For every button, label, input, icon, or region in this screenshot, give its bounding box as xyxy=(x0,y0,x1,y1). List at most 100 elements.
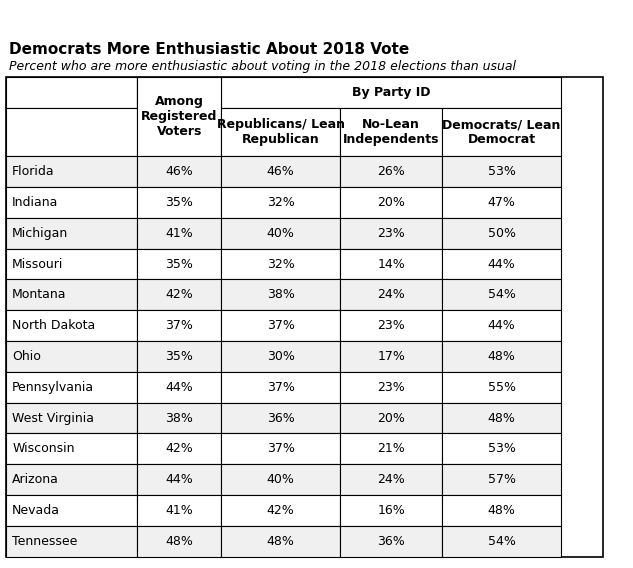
FancyBboxPatch shape xyxy=(221,249,341,279)
FancyBboxPatch shape xyxy=(442,187,561,218)
FancyBboxPatch shape xyxy=(442,156,561,187)
Text: 42%: 42% xyxy=(165,442,193,456)
Text: 44%: 44% xyxy=(488,319,515,332)
Text: 37%: 37% xyxy=(266,319,295,332)
Text: 42%: 42% xyxy=(165,289,193,301)
FancyBboxPatch shape xyxy=(221,187,341,218)
FancyBboxPatch shape xyxy=(6,218,137,249)
FancyBboxPatch shape xyxy=(442,372,561,403)
FancyBboxPatch shape xyxy=(341,372,442,403)
Text: West Virginia: West Virginia xyxy=(12,412,94,424)
Text: 23%: 23% xyxy=(377,227,405,240)
Text: 17%: 17% xyxy=(377,350,405,363)
Text: No-Lean
Independents: No-Lean Independents xyxy=(343,118,439,146)
Text: 30%: 30% xyxy=(266,350,295,363)
FancyBboxPatch shape xyxy=(442,249,561,279)
Text: 20%: 20% xyxy=(377,412,405,424)
FancyBboxPatch shape xyxy=(221,372,341,403)
Text: 48%: 48% xyxy=(487,350,515,363)
FancyBboxPatch shape xyxy=(6,156,137,187)
Text: 36%: 36% xyxy=(267,412,294,424)
FancyBboxPatch shape xyxy=(341,249,442,279)
FancyBboxPatch shape xyxy=(137,187,221,218)
Text: 37%: 37% xyxy=(266,442,295,456)
Text: 53%: 53% xyxy=(487,442,515,456)
Text: 44%: 44% xyxy=(488,257,515,270)
FancyBboxPatch shape xyxy=(442,526,561,557)
FancyBboxPatch shape xyxy=(6,341,137,372)
Text: Pennsylvania: Pennsylvania xyxy=(12,381,94,394)
Text: Among
Registered
Voters: Among Registered Voters xyxy=(141,95,217,138)
FancyBboxPatch shape xyxy=(442,108,561,156)
FancyBboxPatch shape xyxy=(6,464,137,495)
Text: 32%: 32% xyxy=(267,196,294,209)
FancyBboxPatch shape xyxy=(6,187,137,218)
FancyBboxPatch shape xyxy=(341,187,442,218)
Text: 26%: 26% xyxy=(377,165,405,178)
FancyBboxPatch shape xyxy=(442,310,561,341)
Text: Tennessee: Tennessee xyxy=(12,534,78,548)
FancyBboxPatch shape xyxy=(6,77,603,557)
FancyBboxPatch shape xyxy=(221,495,341,526)
FancyBboxPatch shape xyxy=(221,403,341,433)
Text: 35%: 35% xyxy=(165,196,193,209)
FancyBboxPatch shape xyxy=(442,218,561,249)
Text: 48%: 48% xyxy=(165,534,193,548)
FancyBboxPatch shape xyxy=(6,433,137,464)
FancyBboxPatch shape xyxy=(221,341,341,372)
FancyBboxPatch shape xyxy=(6,372,137,403)
FancyBboxPatch shape xyxy=(137,495,221,526)
Text: 37%: 37% xyxy=(165,319,193,332)
Text: 47%: 47% xyxy=(487,196,515,209)
Text: 38%: 38% xyxy=(266,289,295,301)
Text: Arizona: Arizona xyxy=(12,473,59,486)
Text: Percent who are more enthusiastic about voting in the 2018 elections than usual: Percent who are more enthusiastic about … xyxy=(9,60,516,73)
Text: 48%: 48% xyxy=(487,504,515,517)
FancyBboxPatch shape xyxy=(6,279,137,310)
Text: 57%: 57% xyxy=(487,473,516,486)
Text: 50%: 50% xyxy=(487,227,516,240)
Text: Democrats More Enthusiastic About 2018 Vote: Democrats More Enthusiastic About 2018 V… xyxy=(9,43,410,57)
Text: 46%: 46% xyxy=(165,165,193,178)
Text: Indiana: Indiana xyxy=(12,196,59,209)
FancyBboxPatch shape xyxy=(341,464,442,495)
FancyBboxPatch shape xyxy=(341,495,442,526)
FancyBboxPatch shape xyxy=(137,464,221,495)
Text: Missouri: Missouri xyxy=(12,257,63,270)
FancyBboxPatch shape xyxy=(6,310,137,341)
FancyBboxPatch shape xyxy=(137,77,221,156)
FancyBboxPatch shape xyxy=(221,156,341,187)
FancyBboxPatch shape xyxy=(6,526,137,557)
FancyBboxPatch shape xyxy=(341,403,442,433)
Text: 24%: 24% xyxy=(377,473,405,486)
FancyBboxPatch shape xyxy=(137,526,221,557)
Text: 44%: 44% xyxy=(165,381,193,394)
Text: 23%: 23% xyxy=(377,319,405,332)
Text: 35%: 35% xyxy=(165,257,193,270)
FancyBboxPatch shape xyxy=(442,495,561,526)
FancyBboxPatch shape xyxy=(442,464,561,495)
FancyBboxPatch shape xyxy=(442,403,561,433)
FancyBboxPatch shape xyxy=(221,279,341,310)
Text: 20%: 20% xyxy=(377,196,405,209)
Text: By Party ID: By Party ID xyxy=(352,86,430,99)
FancyBboxPatch shape xyxy=(137,372,221,403)
FancyBboxPatch shape xyxy=(221,218,341,249)
FancyBboxPatch shape xyxy=(6,403,137,433)
Text: 37%: 37% xyxy=(266,381,295,394)
FancyBboxPatch shape xyxy=(6,249,137,279)
FancyBboxPatch shape xyxy=(221,526,341,557)
Text: 14%: 14% xyxy=(377,257,405,270)
FancyBboxPatch shape xyxy=(442,433,561,464)
FancyBboxPatch shape xyxy=(221,77,561,108)
Text: 40%: 40% xyxy=(266,227,295,240)
FancyBboxPatch shape xyxy=(6,108,137,156)
FancyBboxPatch shape xyxy=(341,433,442,464)
FancyBboxPatch shape xyxy=(137,403,221,433)
Text: Montana: Montana xyxy=(12,289,66,301)
Text: 32%: 32% xyxy=(267,257,294,270)
Text: Democrats/ Lean
Democrat: Democrats/ Lean Democrat xyxy=(442,118,561,146)
FancyBboxPatch shape xyxy=(341,341,442,372)
FancyBboxPatch shape xyxy=(341,108,442,156)
Text: Wisconsin: Wisconsin xyxy=(12,442,75,456)
